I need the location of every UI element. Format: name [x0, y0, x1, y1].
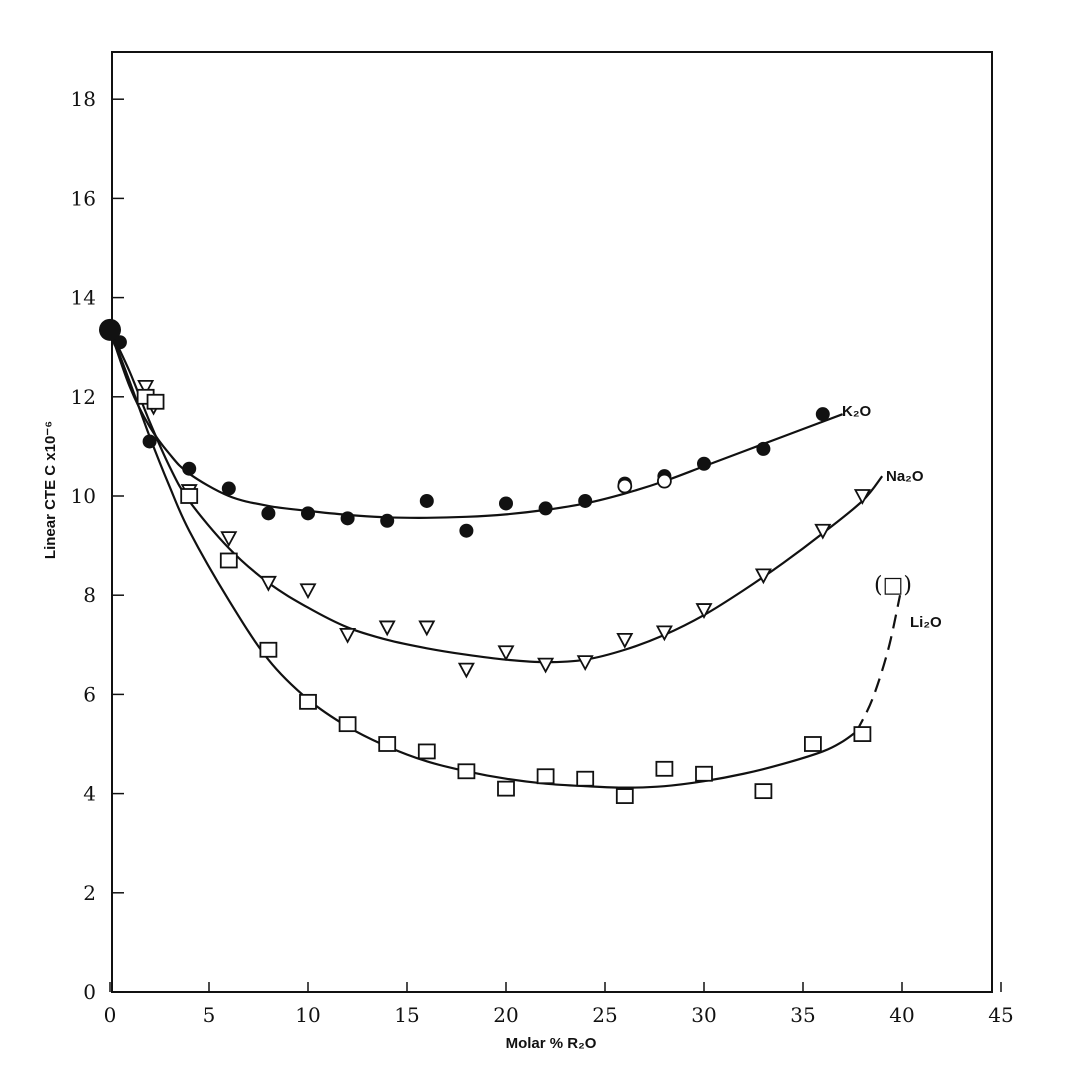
point-li2o	[259, 641, 278, 658]
point-k2o	[499, 496, 513, 511]
x-axis-title: Molar % R₂O	[506, 1035, 597, 1052]
y-axis-title: Linear CTE C x10⁻⁶	[42, 421, 59, 559]
x-tick-label: 40	[889, 1003, 914, 1027]
point-na2o	[853, 489, 871, 505]
y-tick-label: 8	[83, 583, 96, 607]
point-k2o	[538, 501, 553, 516]
point-li2o	[299, 693, 317, 710]
point-li2o	[576, 770, 595, 787]
point-na2o	[457, 662, 475, 679]
point-na2o	[299, 583, 317, 600]
point-li2o	[497, 780, 515, 797]
x-tick-label: 25	[592, 1003, 617, 1027]
plot-frame	[111, 51, 993, 993]
x-tick-label: 10	[295, 1003, 320, 1027]
bracketed-point-label: (□)	[874, 573, 912, 598]
point-k2o	[340, 511, 355, 526]
y-tick-label: 10	[71, 484, 96, 508]
point-na2o	[339, 627, 357, 644]
point-li2o	[853, 726, 872, 742]
y-tick-label: 4	[83, 782, 96, 806]
point-k2o	[419, 493, 434, 508]
y-tick-label: 16	[71, 186, 96, 210]
point-na2o	[418, 620, 436, 637]
y-tick-label: 2	[83, 881, 96, 905]
x-tick-label: 15	[394, 1003, 419, 1027]
series-label-li2o: Li₂O	[910, 614, 942, 631]
point-na2o	[378, 620, 396, 637]
point-na2o	[220, 531, 238, 548]
point-k2o	[459, 523, 474, 538]
y-tick-label: 6	[83, 682, 96, 706]
axis-ticks: 0 5 10 15 20 25 30 35 40 45 0 2 4 6 8 10 12 14 16 18	[71, 87, 1014, 1027]
fit-curve-0	[108, 329, 843, 519]
point-k2o	[578, 493, 593, 508]
point-li2o	[655, 760, 674, 777]
point-li2o	[417, 743, 436, 760]
point-k2o	[182, 461, 197, 476]
point-na2o	[576, 655, 594, 672]
point-na2o	[137, 379, 155, 396]
point-k2o	[380, 513, 395, 528]
point-k2o	[142, 434, 157, 449]
fit-curve-1	[109, 329, 884, 664]
point-k2o	[697, 456, 711, 471]
series-label-na2o: Na₂O	[886, 468, 924, 485]
point-k2o	[221, 481, 236, 496]
point-li2o	[180, 488, 199, 504]
y-tick-label: 18	[71, 87, 96, 111]
y-tick-label: 12	[71, 385, 96, 409]
point-li2o	[219, 552, 238, 569]
point-li2o	[804, 736, 822, 752]
dashed-extension	[855, 594, 902, 733]
point-na2o	[695, 603, 713, 619]
x-tick-label: 45	[988, 1003, 1013, 1027]
open-circle-point	[657, 473, 672, 489]
point-na2o	[754, 568, 772, 585]
origin-point	[99, 318, 121, 341]
point-na2o	[537, 657, 555, 674]
x-tick-label: 0	[104, 1003, 117, 1027]
point-na2o	[814, 523, 832, 540]
x-tick-label: 20	[493, 1003, 518, 1027]
point-na2o	[655, 625, 673, 642]
point-k2o	[815, 407, 830, 422]
point-na2o	[497, 645, 515, 662]
open-circle-point	[617, 478, 633, 494]
point-li2o	[378, 736, 397, 752]
point-na2o	[259, 575, 277, 592]
point-li2o	[615, 788, 634, 804]
point-li2o	[457, 763, 476, 780]
x-tick-label: 35	[790, 1003, 815, 1027]
series-label-k2o: K₂O	[842, 403, 871, 420]
point-li2o	[754, 783, 773, 800]
point-k2o	[261, 506, 276, 521]
x-tick-label: 30	[691, 1003, 716, 1027]
point-k2o	[301, 506, 315, 521]
y-tick-label: 0	[83, 980, 96, 1004]
y-tick-label: 14	[71, 286, 96, 310]
point-li2o	[146, 393, 165, 410]
point-na2o	[616, 632, 634, 649]
data-markers	[99, 318, 872, 804]
point-li2o	[536, 768, 555, 785]
point-li2o	[695, 765, 713, 782]
x-tick-label: 5	[203, 1003, 216, 1027]
point-li2o	[338, 716, 357, 733]
point-k2o	[756, 441, 771, 456]
